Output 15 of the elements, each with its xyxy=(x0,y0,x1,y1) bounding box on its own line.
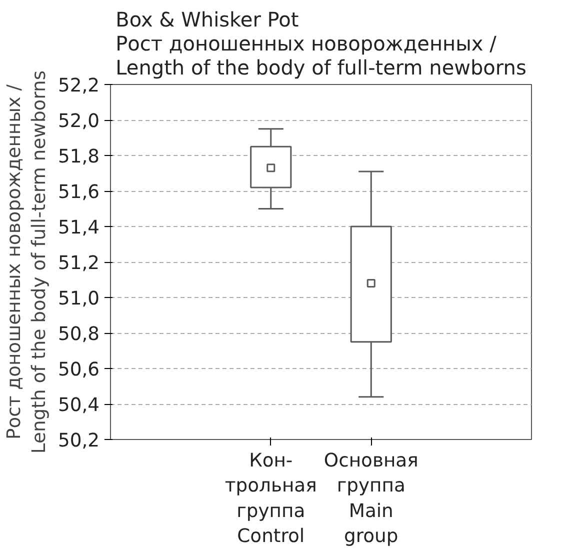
y-tick-label: 51,2 xyxy=(58,253,100,274)
chart-title: Box & Whisker Pot Рост доношенных новорожденных / Length of the body of full-term newborns xyxy=(116,8,526,80)
y-tick-label: 50,4 xyxy=(58,395,100,416)
x-tick-label: Основная группа Main group xyxy=(324,450,418,548)
x-tick-label: Кон- трольная группа Control xyxy=(224,450,317,548)
y-tick-label: 51,8 xyxy=(58,146,100,168)
y-tick-label: 50,6 xyxy=(58,360,100,380)
y-tick-label: 50,8 xyxy=(58,324,100,345)
y-tick-label: 52,2 xyxy=(58,76,100,96)
y-tick-label: 52,0 xyxy=(58,111,100,132)
y-tick-label: 50,2 xyxy=(58,430,100,452)
y-axis-title: Рост доношенных новорожденных / Length of the body of full-term newborns xyxy=(4,70,50,454)
y-tick-label: 51,6 xyxy=(58,182,100,203)
y-tick-label: 51,0 xyxy=(58,288,100,310)
y-tick-label: 51,4 xyxy=(58,218,100,238)
